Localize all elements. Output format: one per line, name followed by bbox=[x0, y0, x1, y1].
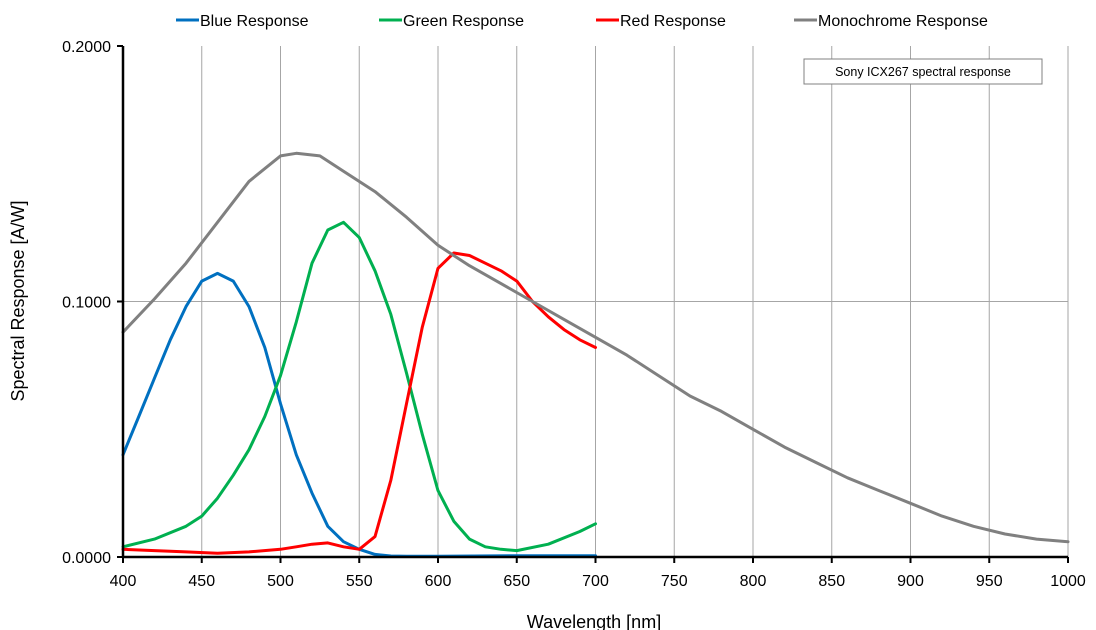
x-tick-label: 950 bbox=[976, 573, 1003, 590]
y-tick-label: 0.2000 bbox=[62, 39, 111, 56]
legend-label: Red Response bbox=[620, 13, 726, 30]
y-tick-label: 0.1000 bbox=[62, 295, 111, 312]
annotation-box: Sony ICX267 spectral response bbox=[803, 58, 1043, 85]
axes bbox=[117, 45, 1069, 563]
series-line-monochrome-response bbox=[121, 151, 1070, 544]
x-tick-label: 450 bbox=[188, 573, 215, 590]
x-tick-label: 650 bbox=[503, 573, 530, 590]
x-tick-label: 900 bbox=[897, 573, 924, 590]
x-tick-label: 700 bbox=[582, 573, 609, 590]
tick-labels: 400 450 500 550 600 650 700 750 800 850 900 950 1000… bbox=[62, 39, 1086, 590]
legend-label: Green Response bbox=[403, 13, 524, 30]
x-tick-label: 1000 bbox=[1050, 573, 1086, 590]
x-tick-label: 500 bbox=[267, 573, 294, 590]
legend-label: Blue Response bbox=[200, 13, 309, 30]
x-axis-title: Wavelength [nm] bbox=[527, 612, 661, 630]
x-tick-label: 850 bbox=[818, 573, 845, 590]
x-tick-label: 400 bbox=[110, 573, 137, 590]
x-tick-label: 600 bbox=[425, 573, 452, 590]
x-tick-label: 800 bbox=[740, 573, 767, 590]
annotation-text: Sony ICX267 spectral response bbox=[835, 65, 1011, 79]
legend: Blue Response Green Response Red Response M… bbox=[176, 13, 988, 30]
x-tick-label: 750 bbox=[661, 573, 688, 590]
y-tick-label: 0.0000 bbox=[62, 550, 111, 567]
legend-label: Monochrome Response bbox=[818, 13, 988, 30]
y-axis-title: Spectral Response [A/W] bbox=[8, 200, 28, 401]
series-line-green-response bbox=[121, 220, 597, 553]
x-tick-label: 550 bbox=[346, 573, 373, 590]
series-line-red-response bbox=[121, 251, 597, 555]
grid-lines bbox=[123, 46, 1069, 557]
